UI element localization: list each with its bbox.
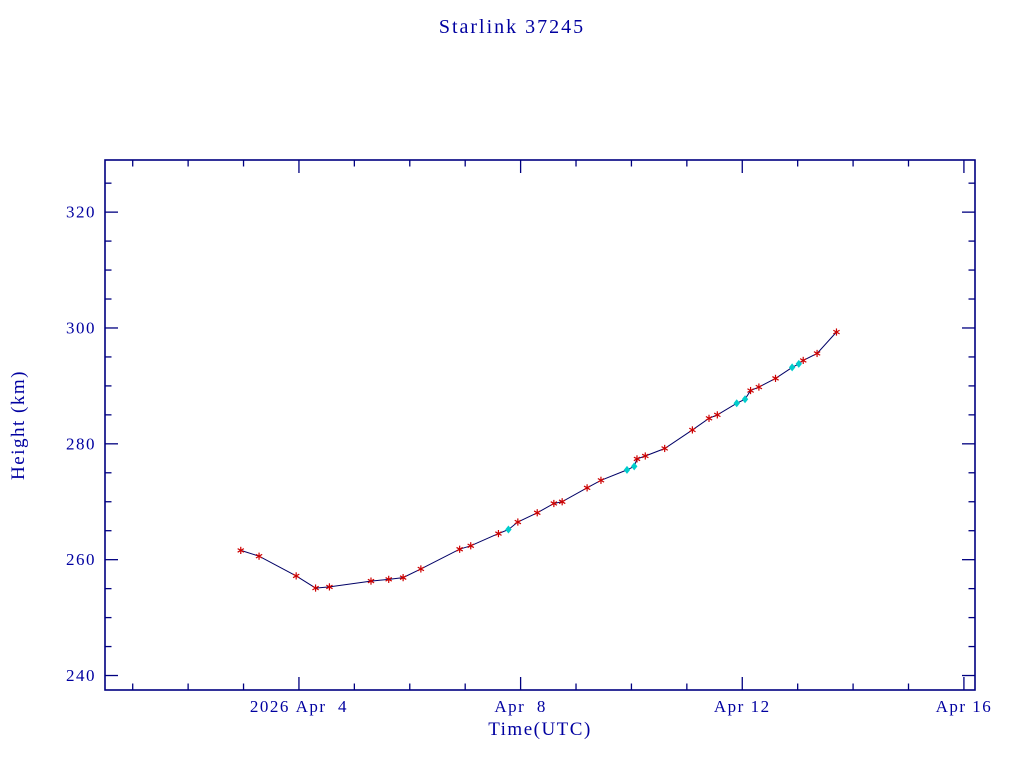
x-tick-label: 2026 Apr 4 [250, 697, 348, 716]
y-tick-label: 300 [66, 318, 96, 337]
height-observations-markers [237, 328, 840, 592]
height-secondary-markers [505, 359, 802, 534]
y-tick-label: 280 [66, 434, 96, 453]
x-axis-label: Time(UTC) [488, 719, 592, 740]
x-tick-labels: 2026 Apr 4 Apr 8 Apr 12 Apr 16 [250, 697, 993, 716]
x-tick-label: Apr 12 [714, 697, 771, 716]
x-tick-label: Apr 16 [936, 697, 993, 716]
x-axis-ticks [132, 160, 965, 690]
y-tick-labels: 240 260 280 300 320 [66, 203, 96, 685]
y-axis-ticks [105, 182, 975, 677]
plot-frame [104, 159, 976, 691]
chart-title: Starlink 37245 [438, 16, 586, 38]
y-axis-label: Height (km) [8, 370, 29, 480]
y-tick-label: 260 [66, 550, 96, 569]
y-tick-label: 240 [66, 666, 96, 685]
y-tick-label: 320 [66, 203, 96, 222]
data-line [240, 331, 837, 589]
x-tick-label: Apr 8 [494, 697, 546, 716]
